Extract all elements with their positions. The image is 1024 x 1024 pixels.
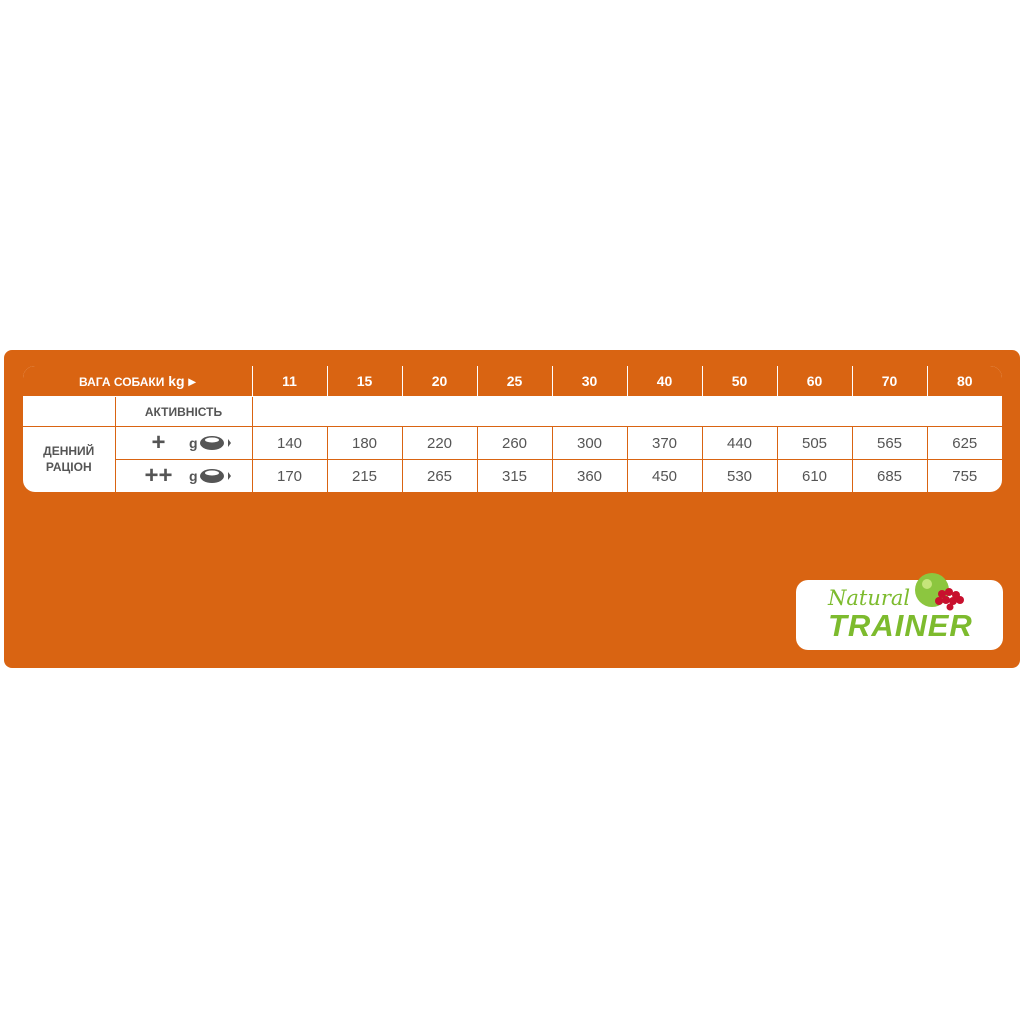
value-cell: 265 [401,459,478,492]
value-cell: 625 [926,426,1002,460]
activity-label: Активність [114,396,253,427]
activity-level: + [151,429,166,456]
value-cell: 370 [626,426,703,460]
value-cell: 220 [401,426,478,460]
header-row: Вага собаки kg ▸ 11 15 20 25 30 40 50 60… [23,366,1002,397]
value-cell: 530 [701,459,778,492]
weight-header: Вага собаки kg ▸ [23,366,253,397]
arrow-right-icon: ▸ [188,372,196,389]
value-cell: 140 [251,426,328,460]
weight-col: 15 [326,366,403,397]
activity-row: Активність [23,396,1002,427]
table-row: Денний раціон + g 140 180 220 260 300 370 … [23,426,1002,492]
weight-col: 20 [401,366,478,397]
weight-col: 11 [251,366,328,397]
value-cell: 505 [776,426,853,460]
apple-berries-icon [915,573,964,611]
table-row: ++ g 170 215 265 315 360 450 530 610 685 … [23,459,1002,492]
weight-col: 70 [851,366,928,397]
value-cell: 685 [851,459,928,492]
value-cell: 610 [776,459,853,492]
value-cell: 215 [326,459,403,492]
weight-col: 80 [926,366,1002,397]
value-cell: 315 [476,459,553,492]
weight-col: 30 [551,366,628,397]
value-cell: 450 [626,459,703,492]
ration-label: Денний раціон [23,426,116,492]
bowl-icon: g [189,468,232,484]
value-cell: 170 [251,459,328,492]
value-cell: 300 [551,426,628,460]
weight-col: 60 [776,366,853,397]
weight-col: 25 [476,366,553,397]
value-cell: 440 [701,426,778,460]
weight-col: 40 [626,366,703,397]
value-cell: 755 [926,459,1002,492]
value-cell: 180 [326,426,403,460]
weight-col: 50 [701,366,778,397]
activity-level: ++ [144,462,173,489]
value-cell: 260 [476,426,553,460]
value-cell: 360 [551,459,628,492]
feeding-table: Вага собаки kg ▸ 11 15 20 25 30 40 50 60… [23,366,1002,492]
natural-trainer-logo: Natural TRAINER [796,573,1003,650]
bowl-icon: g [189,435,232,451]
value-cell: 565 [851,426,928,460]
